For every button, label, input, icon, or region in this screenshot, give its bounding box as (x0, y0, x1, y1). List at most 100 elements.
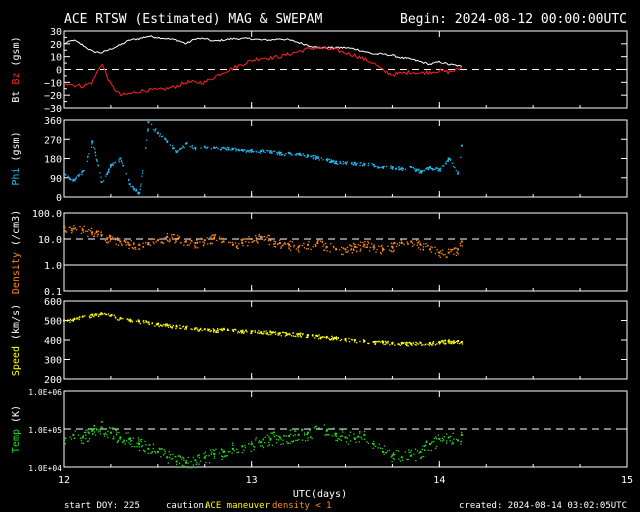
temp-dot (138, 446, 140, 448)
density-point (241, 242, 244, 245)
density-dot (281, 238, 283, 240)
density-dot (80, 232, 83, 234)
phi-dot (326, 159, 329, 161)
density-dot (115, 239, 117, 241)
temp-dot (86, 440, 89, 442)
temp-dot (183, 465, 185, 467)
density-dot (242, 239, 244, 241)
phi-dot (105, 175, 107, 177)
speed-dot (145, 320, 148, 323)
phi-dot (192, 148, 194, 150)
density-dot (425, 245, 427, 248)
phi-dot (390, 165, 392, 167)
density-dot (115, 243, 117, 245)
phi-dot (242, 150, 244, 152)
density-dot (91, 234, 93, 236)
temp-dot (187, 456, 189, 459)
phi-dot (399, 168, 401, 170)
temp-dot (143, 450, 145, 452)
temp-point (344, 436, 347, 439)
speed-dot (428, 344, 430, 346)
speed-dot (451, 342, 453, 345)
phi-dot (352, 162, 354, 164)
speed-dot (164, 324, 166, 326)
density-dot (175, 238, 177, 240)
temp-dot (244, 444, 246, 447)
density-dot (442, 254, 444, 256)
phi-dot (335, 160, 338, 162)
density-dot (185, 240, 187, 242)
speed-dot (454, 341, 456, 344)
speed-dot (92, 315, 94, 317)
speed-dot (74, 318, 76, 321)
density-dot (289, 240, 291, 242)
speed-dot (299, 335, 302, 337)
phi-dot (147, 129, 149, 131)
temp-dot (187, 467, 189, 469)
speed-dot (331, 335, 333, 337)
phi-dot (155, 128, 157, 130)
temp-scatter-cloud (64, 421, 463, 469)
speed-dot (277, 334, 279, 336)
speed-dot (415, 344, 417, 346)
density-dot (394, 242, 396, 244)
density-dot (440, 250, 442, 252)
speed-dot (179, 327, 181, 329)
phi-dot (280, 151, 282, 154)
temp-dot (160, 448, 162, 450)
temp-dot (101, 421, 104, 423)
phi-dot (216, 146, 218, 148)
density-ytick-label: 1.0 (44, 261, 62, 272)
temp-dot (307, 437, 309, 439)
speed-dot (182, 325, 185, 327)
density-dot (268, 235, 271, 237)
phi-dot (359, 164, 361, 167)
density-dot (359, 244, 361, 247)
speed-dot (235, 329, 237, 331)
speed-dot (330, 338, 332, 341)
temp-dot (223, 450, 225, 452)
phi-dot (330, 159, 332, 161)
density-dot (134, 246, 137, 249)
phi-dot (342, 160, 344, 163)
speed-dot (379, 341, 381, 343)
speed-dot (245, 330, 247, 332)
temp-dot (110, 427, 112, 429)
speed-dot (76, 318, 78, 320)
temp-point (400, 456, 403, 459)
speed-dot (137, 319, 139, 321)
density-dot (91, 232, 93, 234)
density-dot (346, 251, 348, 253)
speed-scatter-cloud (66, 312, 464, 347)
density-dot (146, 243, 149, 246)
temp-dot (85, 431, 87, 434)
temp-dot (129, 443, 132, 445)
speed-dot (280, 335, 282, 337)
temp-dot (183, 459, 185, 462)
temp-dot (87, 429, 89, 431)
phi-dot (139, 185, 142, 187)
density-dot (380, 245, 382, 248)
speed-dot (227, 328, 229, 330)
speed-ytick-label: 600 (44, 297, 62, 308)
speed-dot (127, 319, 129, 321)
phi-dot (250, 151, 252, 153)
temp-dot (261, 445, 263, 447)
temp-dot (172, 453, 174, 456)
temp-dot (103, 435, 106, 437)
speed-dot (263, 332, 265, 334)
density-dot (258, 233, 260, 236)
density-dot (252, 240, 255, 242)
speed-dot (387, 340, 389, 343)
density-dot (177, 234, 179, 237)
temp-point (175, 460, 178, 463)
density-point (222, 240, 225, 243)
density-dot (167, 240, 169, 242)
density-dot (406, 241, 408, 243)
phi-dot (322, 159, 324, 161)
phi-dot (207, 146, 209, 148)
phi-dot (282, 153, 284, 156)
density-dot (219, 238, 221, 240)
phi-dot (154, 130, 156, 132)
temp-dot (154, 450, 156, 453)
